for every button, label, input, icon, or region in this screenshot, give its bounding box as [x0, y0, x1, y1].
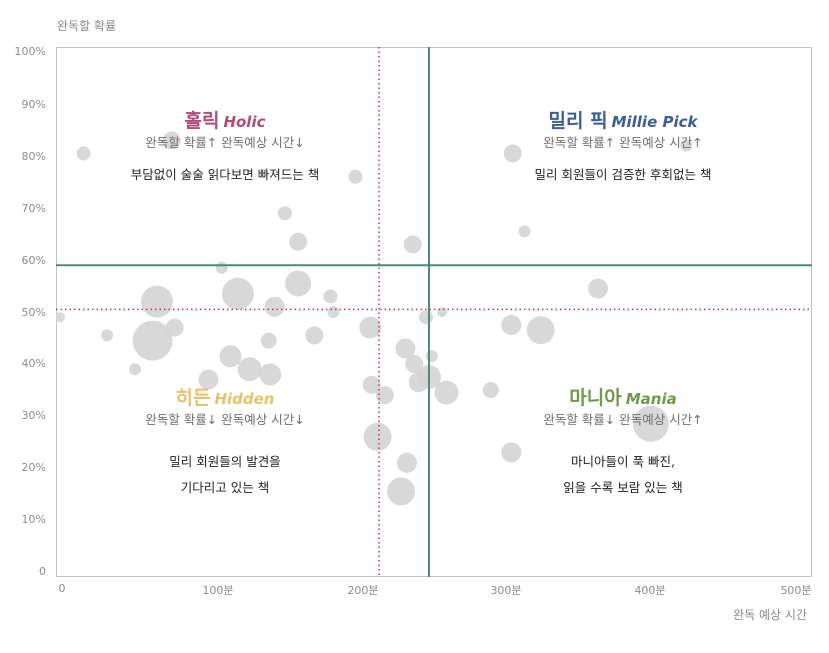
- bubble-point: [305, 326, 324, 345]
- bubble-point: [482, 382, 499, 398]
- y-tick: 40%: [21, 357, 46, 370]
- bubble-point: [128, 363, 141, 376]
- x-axis-title: 완독 예상 시간: [733, 608, 807, 622]
- quadrant-millie-pick: 밀리 픽 Millie Pick 완독할 확률↑ 완독예상 시간↑ 밀리 회원들이…: [535, 109, 712, 188]
- bubbles: [56, 131, 693, 506]
- bubble-point: [405, 355, 424, 373]
- quadrant-mania: 마니아 Mania 완독할 확률↓ 완독예상 시간↑ 마니아들이 푹 빠진, 읽을…: [543, 386, 702, 501]
- bubble-point: [375, 386, 394, 405]
- bubble-point: [264, 296, 285, 317]
- y-tick: 50%: [21, 306, 46, 319]
- bubble-point: [76, 146, 91, 161]
- bubble-point: [588, 278, 609, 299]
- bubble-point: [348, 169, 363, 184]
- x-tick: 300분: [490, 584, 522, 597]
- quadrant-title: 히든 Hidden: [145, 386, 304, 411]
- y-tick: 90%: [21, 98, 46, 111]
- bubble-point: [403, 235, 422, 254]
- y-tick: 20%: [21, 461, 46, 474]
- bubble-point: [359, 316, 382, 339]
- quadrant-description: 밀리 회원들이 검증한 후회없는 책: [534, 167, 712, 182]
- quadrant-title-en: Holic: [223, 113, 266, 131]
- bubble-point: [501, 442, 522, 463]
- quadrant-title-ko: 밀리 픽: [548, 110, 608, 132]
- bubble-point: [277, 206, 292, 221]
- bubble-point: [323, 289, 338, 304]
- y-tick: 0: [39, 565, 46, 578]
- bubble-point: [425, 350, 438, 363]
- quadrant-subtitle: 완독할 확률↑ 완독예상 시간↓: [145, 135, 305, 150]
- bubble-point: [395, 338, 416, 359]
- y-tick: 70%: [21, 202, 46, 215]
- bubble-point: [518, 225, 531, 238]
- bubble-point: [526, 316, 555, 345]
- bubble-point: [363, 422, 392, 451]
- bubble-point: [285, 270, 312, 297]
- bubble-point: [419, 310, 434, 325]
- bubble-point: [437, 307, 448, 317]
- bubble-point: [132, 320, 173, 361]
- quadrant-title-ko: 마니아: [569, 387, 622, 409]
- quadrant-description: 밀리 회원들의 발견을: [169, 454, 281, 469]
- bubble-point: [101, 329, 114, 342]
- bubble-point: [396, 452, 417, 473]
- quadrant-description-line2: 기다리고 있는 책: [180, 480, 270, 495]
- bubble-point: [56, 312, 65, 323]
- bubble-point: [198, 369, 219, 390]
- x-tick: 200분: [347, 584, 379, 597]
- bubble-point: [259, 363, 282, 386]
- quadrant-subtitle: 완독할 확률↑ 완독예상 시간↑: [543, 135, 703, 150]
- quadrant-hidden: 히든 Hidden 완독할 확률↓ 완독예상 시간↓ 밀리 회원들의 발견을 기다…: [145, 386, 304, 501]
- plot-area: [56, 47, 812, 577]
- bubble-point: [362, 375, 381, 394]
- bubble-point: [221, 277, 254, 310]
- quadrant-subtitle: 완독할 확률↓ 완독예상 시간↑: [543, 412, 703, 427]
- quadrant-subtitle: 완독할 확률↓ 완독예상 시간↓: [145, 412, 305, 427]
- quadrant-description: 마니아들이 푹 빠진,: [571, 454, 675, 469]
- bubble-point: [680, 139, 693, 152]
- quadrant-title-en: Hidden: [214, 390, 275, 408]
- bubble-point: [503, 144, 522, 163]
- quadrant-title-en: Mania: [625, 390, 677, 408]
- y-tick: 30%: [21, 409, 46, 422]
- quadrant-title: 밀리 픽 Millie Pick: [535, 109, 712, 134]
- bubble-point: [165, 318, 184, 337]
- bubble-point: [141, 285, 174, 318]
- quadrant-title-en: Millie Pick: [611, 113, 698, 131]
- bubble-point: [260, 332, 277, 349]
- y-tick: 100%: [14, 45, 46, 58]
- quadrant-holic: 홀릭 Holic 완독할 확률↑ 완독예상 시간↓ 부담없이 술술 읽다보면 빠져…: [131, 109, 319, 188]
- y-tick: 10%: [21, 513, 46, 526]
- x-tick: 400분: [634, 584, 666, 597]
- bubble-point: [387, 477, 416, 506]
- quadrant-title: 홀릭 Holic: [131, 109, 319, 134]
- quadrant-title-ko: 홀릭: [184, 110, 220, 132]
- bubble-point: [162, 131, 181, 150]
- bubble-point: [501, 315, 522, 335]
- quadrant-description: 부담없이 술술 읽다보면 빠져드는 책: [130, 167, 320, 182]
- quadrant-title: 마니아 Mania: [543, 386, 702, 411]
- x-tick: 0: [58, 582, 66, 595]
- bubble-point: [632, 405, 669, 442]
- y-tick: 60%: [21, 254, 46, 267]
- y-axis-title: 완독할 확률: [57, 19, 117, 33]
- y-tick: 80%: [21, 150, 46, 163]
- quadrant-title-ko: 히든: [175, 387, 211, 409]
- x-tick: 100분: [202, 584, 234, 597]
- bubble-point: [434, 380, 459, 405]
- bubble-point: [289, 232, 308, 251]
- bubble-point: [219, 345, 242, 368]
- bubble-point: [215, 261, 228, 274]
- quadrant-description-line2: 읽을 수록 보람 있는 책: [563, 480, 683, 495]
- bubble-point: [237, 357, 262, 382]
- x-tick: 500분: [780, 584, 812, 597]
- bubble-point: [327, 306, 340, 318]
